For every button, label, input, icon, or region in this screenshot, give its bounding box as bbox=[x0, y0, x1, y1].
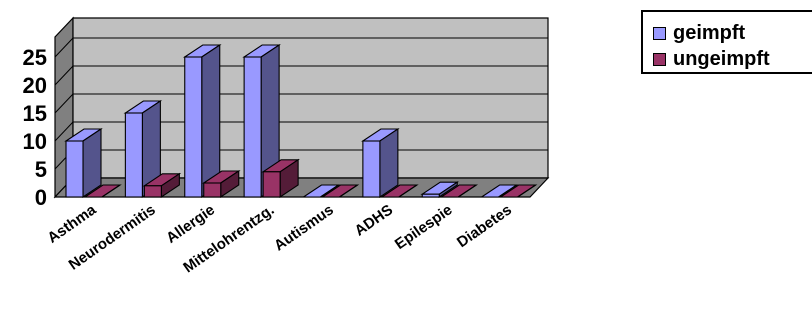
bar-ungeimpft-adhs bbox=[380, 184, 419, 198]
bar-geimpft-asthma bbox=[64, 127, 103, 199]
bar-front bbox=[65, 140, 84, 198]
bars bbox=[64, 43, 538, 199]
bar-ungeimpft-mittelohrentzg bbox=[261, 158, 300, 199]
bar-front bbox=[243, 56, 262, 198]
bar-ungeimpft-neurodermitis bbox=[142, 172, 182, 199]
legend-item-ungeimpft: ungeimpft bbox=[653, 48, 770, 71]
bar-side bbox=[82, 127, 102, 199]
y-tick-label: 0 bbox=[35, 185, 47, 210]
bar-ungeimpft-asthma bbox=[83, 184, 122, 198]
bar-ungeimpft-diabetes bbox=[498, 184, 538, 198]
x-tick-label: ADHS bbox=[352, 201, 397, 239]
bar-side bbox=[320, 184, 339, 198]
gridline bbox=[54, 37, 74, 58]
bar-side bbox=[379, 127, 399, 199]
y-tick-label: 5 bbox=[35, 157, 47, 182]
x-tick-label: Autismus bbox=[271, 201, 337, 254]
y-tick-label: 20 bbox=[23, 73, 47, 98]
bar-side bbox=[517, 184, 536, 198]
legend-swatch-geimpft bbox=[653, 27, 666, 40]
legend: geimpft ungeimpft bbox=[641, 10, 812, 74]
bar-front bbox=[124, 112, 143, 198]
y-tick-label: 10 bbox=[23, 129, 47, 154]
bar-geimpft-epilespie bbox=[420, 181, 460, 199]
x-tick-label: Allergie bbox=[163, 201, 218, 246]
bar-front bbox=[262, 171, 281, 198]
y-tick-label: 15 bbox=[23, 101, 47, 126]
bar-ungeimpft-allergie bbox=[201, 169, 241, 199]
bar-front bbox=[143, 185, 162, 198]
bar-side bbox=[498, 184, 517, 198]
legend-label-geimpft: geimpft bbox=[673, 22, 746, 44]
bar-front bbox=[362, 140, 381, 198]
bar-geimpft-adhs bbox=[361, 127, 400, 199]
y-tick-label: 25 bbox=[23, 45, 47, 70]
bar-geimpft-autismus bbox=[301, 184, 341, 198]
x-tick-label: Diabetes bbox=[454, 201, 515, 251]
legend-label-ungeimpft: ungeimpft bbox=[673, 48, 770, 70]
bar-geimpft-diabetes bbox=[479, 184, 519, 198]
bar-ungeimpft-epilespie bbox=[439, 184, 479, 198]
bar-front bbox=[184, 56, 203, 198]
bar-side bbox=[101, 184, 121, 198]
y-axis-ticks: 0 5 10 15 20 25 bbox=[23, 45, 47, 210]
x-tick-label: Epilespie bbox=[392, 201, 456, 253]
gridline bbox=[54, 65, 74, 86]
bar-geimpft-neurodermitis bbox=[123, 99, 163, 199]
bar-geimpft-mittelohrentzg bbox=[242, 43, 281, 199]
bar-front bbox=[203, 182, 222, 198]
gridline bbox=[54, 121, 74, 142]
bar-side bbox=[398, 184, 418, 198]
legend-item-geimpft: geimpft bbox=[653, 22, 745, 45]
x-tick-label: Asthma bbox=[44, 201, 99, 247]
bar-geimpft-allergie bbox=[182, 43, 222, 199]
legend-swatch-ungeimpft bbox=[653, 53, 666, 66]
bar-side bbox=[457, 184, 477, 198]
bar-side bbox=[339, 184, 358, 198]
gridline bbox=[54, 93, 74, 114]
bar-front bbox=[421, 193, 440, 198]
bar-ungeimpft-autismus bbox=[320, 184, 360, 198]
